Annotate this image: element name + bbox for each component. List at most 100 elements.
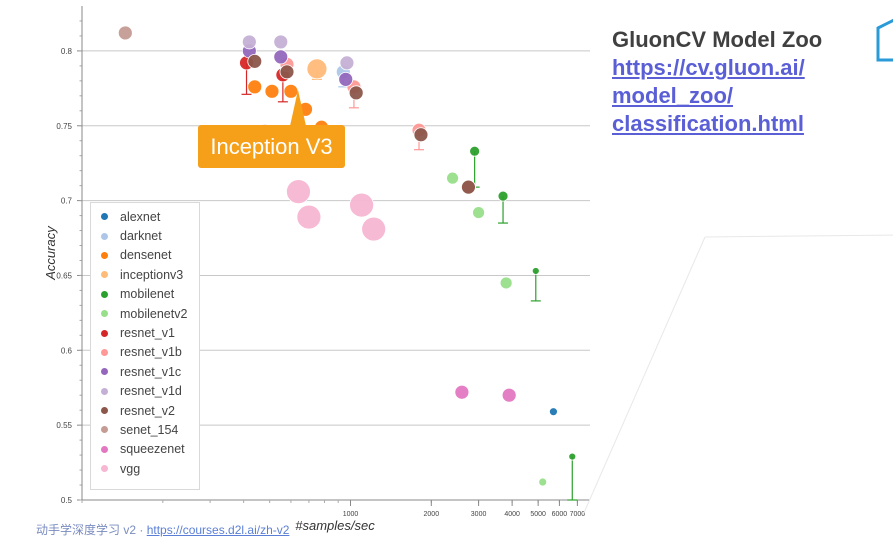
vgg-point xyxy=(361,216,387,242)
model-zoo-link-line-1[interactable]: https://cv.gluon.ai/ xyxy=(612,55,805,80)
legend-item: mobilenet xyxy=(101,285,199,304)
legend-label: vgg xyxy=(120,461,141,476)
legend-swatch xyxy=(101,465,108,473)
legend-label: darknet xyxy=(120,229,162,244)
legend-swatch xyxy=(101,251,108,259)
document-icon xyxy=(876,18,893,62)
legend-label: senet_154 xyxy=(120,422,179,437)
panel-title: GluonCV Model Zoo xyxy=(612,27,823,52)
legend-item: inceptionv3 xyxy=(101,265,199,284)
legend-item: densenet xyxy=(101,246,199,265)
squeezenet-point xyxy=(501,387,517,403)
legend-item: alexnet xyxy=(101,207,199,226)
densenet-point xyxy=(264,83,280,99)
resnet_v1c-point xyxy=(273,49,289,65)
legend-item: senet_154 xyxy=(101,420,199,439)
footer-text: 动手学深度学习 v2 · xyxy=(36,523,147,537)
y-tick-label: 0.8 xyxy=(61,47,73,56)
resnet_v1d-point xyxy=(241,34,257,50)
legend-label: resnet_v1d xyxy=(120,384,182,399)
x-tick-label: 2000 xyxy=(424,511,440,518)
model-zoo-link-line-2[interactable]: model_zoo/ xyxy=(612,83,734,108)
legend-swatch xyxy=(101,213,108,221)
resnet_v2-point xyxy=(413,127,429,143)
resnet_v2-point xyxy=(461,179,476,195)
legend-swatch xyxy=(101,368,108,376)
legend-swatch xyxy=(101,426,108,434)
mobilenet-point xyxy=(531,267,540,275)
mobilenetv2-point xyxy=(499,276,513,290)
legend-item: resnet_v1 xyxy=(101,323,199,342)
scatter-plot: 0.5 0.55 0.6 0.65 0.7 0.75 0.8 1000 2000 3000 4000… xyxy=(43,6,590,533)
legend-label: resnet_v1c xyxy=(120,364,182,379)
legend-item: squeezenet xyxy=(101,440,199,459)
y-tick-label: 0.7 xyxy=(61,197,73,206)
x-tick-label: 5000 xyxy=(530,511,546,518)
x-tick-label: 1000 xyxy=(343,511,359,518)
legend-swatch xyxy=(101,387,108,395)
mobilenet-point xyxy=(469,145,481,157)
legend-swatch xyxy=(101,407,108,415)
legend-swatch xyxy=(101,271,108,279)
x-tick-label: 6000 xyxy=(552,511,568,518)
mobilenetv2-point xyxy=(446,171,459,185)
decorative-line xyxy=(582,234,893,516)
resnet_v2-point xyxy=(348,85,364,101)
legend-label: mobilenetv2 xyxy=(120,306,188,321)
callout-tail xyxy=(290,90,306,126)
legend-swatch xyxy=(101,232,108,240)
chart-legend: alexnet darknet densenet inceptionv3 mobilen… xyxy=(90,202,200,490)
vgg-point xyxy=(286,179,311,205)
resnet_v1d-point xyxy=(273,34,289,50)
y-tick-label: 0.75 xyxy=(56,122,72,131)
legend-swatch xyxy=(101,348,108,356)
legend-label: resnet_v1b xyxy=(120,345,182,360)
legend-swatch xyxy=(101,445,108,453)
footer-link[interactable]: https://courses.d2l.ai/zh-v2 xyxy=(146,523,290,537)
mobilenet-point xyxy=(568,452,577,461)
legend-item: resnet_v2 xyxy=(101,401,199,420)
mobilenet-point xyxy=(497,190,509,202)
legend-swatch xyxy=(101,329,108,337)
vgg-point xyxy=(296,204,322,230)
x-tick-label: 4000 xyxy=(504,511,520,518)
x-tick-label: 7000 xyxy=(570,511,586,518)
densenet-point xyxy=(247,79,263,95)
senet_154-point xyxy=(117,25,133,41)
vgg-point xyxy=(349,192,374,218)
y-tick-label: 0.55 xyxy=(56,421,72,430)
x-axis-label: #samples/sec xyxy=(295,518,375,533)
legend-label: squeezenet xyxy=(120,442,185,457)
resnet_v1c-point xyxy=(338,71,354,87)
legend-swatch xyxy=(101,290,108,298)
legend-label: resnet_v2 xyxy=(120,403,175,418)
x-tick-label: 3000 xyxy=(471,511,487,518)
y-tick-label: 0.6 xyxy=(61,346,73,355)
legend-item: resnet_v1c xyxy=(101,362,199,381)
alexnet-point xyxy=(549,407,558,417)
legend-item: darknet xyxy=(101,226,199,245)
model-zoo-link-line-3[interactable]: classification.html xyxy=(612,111,804,136)
inceptionv3-point xyxy=(306,58,328,80)
resnet_v2-point xyxy=(279,64,295,80)
footer: 动手学深度学习 v2 · https://courses.d2l.ai/zh-v… xyxy=(36,521,289,538)
inception-callout: Inception V3 xyxy=(198,125,345,168)
legend-item: resnet_v1d xyxy=(101,382,199,401)
resnet_v2-point xyxy=(247,53,263,69)
mobilenetv2-point xyxy=(472,206,485,219)
legend-label: densenet xyxy=(120,248,172,263)
mobilenetv2-point xyxy=(538,477,548,487)
legend-item: resnet_v1b xyxy=(101,343,199,362)
info-panel: GluonCV Model Zoo https://cv.gluon.ai/ m… xyxy=(612,26,882,138)
y-tick-label: 0.5 xyxy=(61,496,73,505)
legend-item: vgg xyxy=(101,459,199,478)
y-tick-label: 0.65 xyxy=(56,271,72,280)
legend-label: resnet_v1 xyxy=(120,326,175,341)
legend-item: mobilenetv2 xyxy=(101,304,199,323)
chart-area: 0.5 0.55 0.6 0.65 0.7 0.75 0.8 1000 2000 3000 4000… xyxy=(43,6,590,533)
resnet_v1d-point xyxy=(339,55,355,71)
legend-label: mobilenet xyxy=(120,287,175,302)
squeezenet-point xyxy=(454,384,470,400)
y-axis-label: Accuracy xyxy=(43,225,58,281)
legend-label: inceptionv3 xyxy=(120,267,184,282)
